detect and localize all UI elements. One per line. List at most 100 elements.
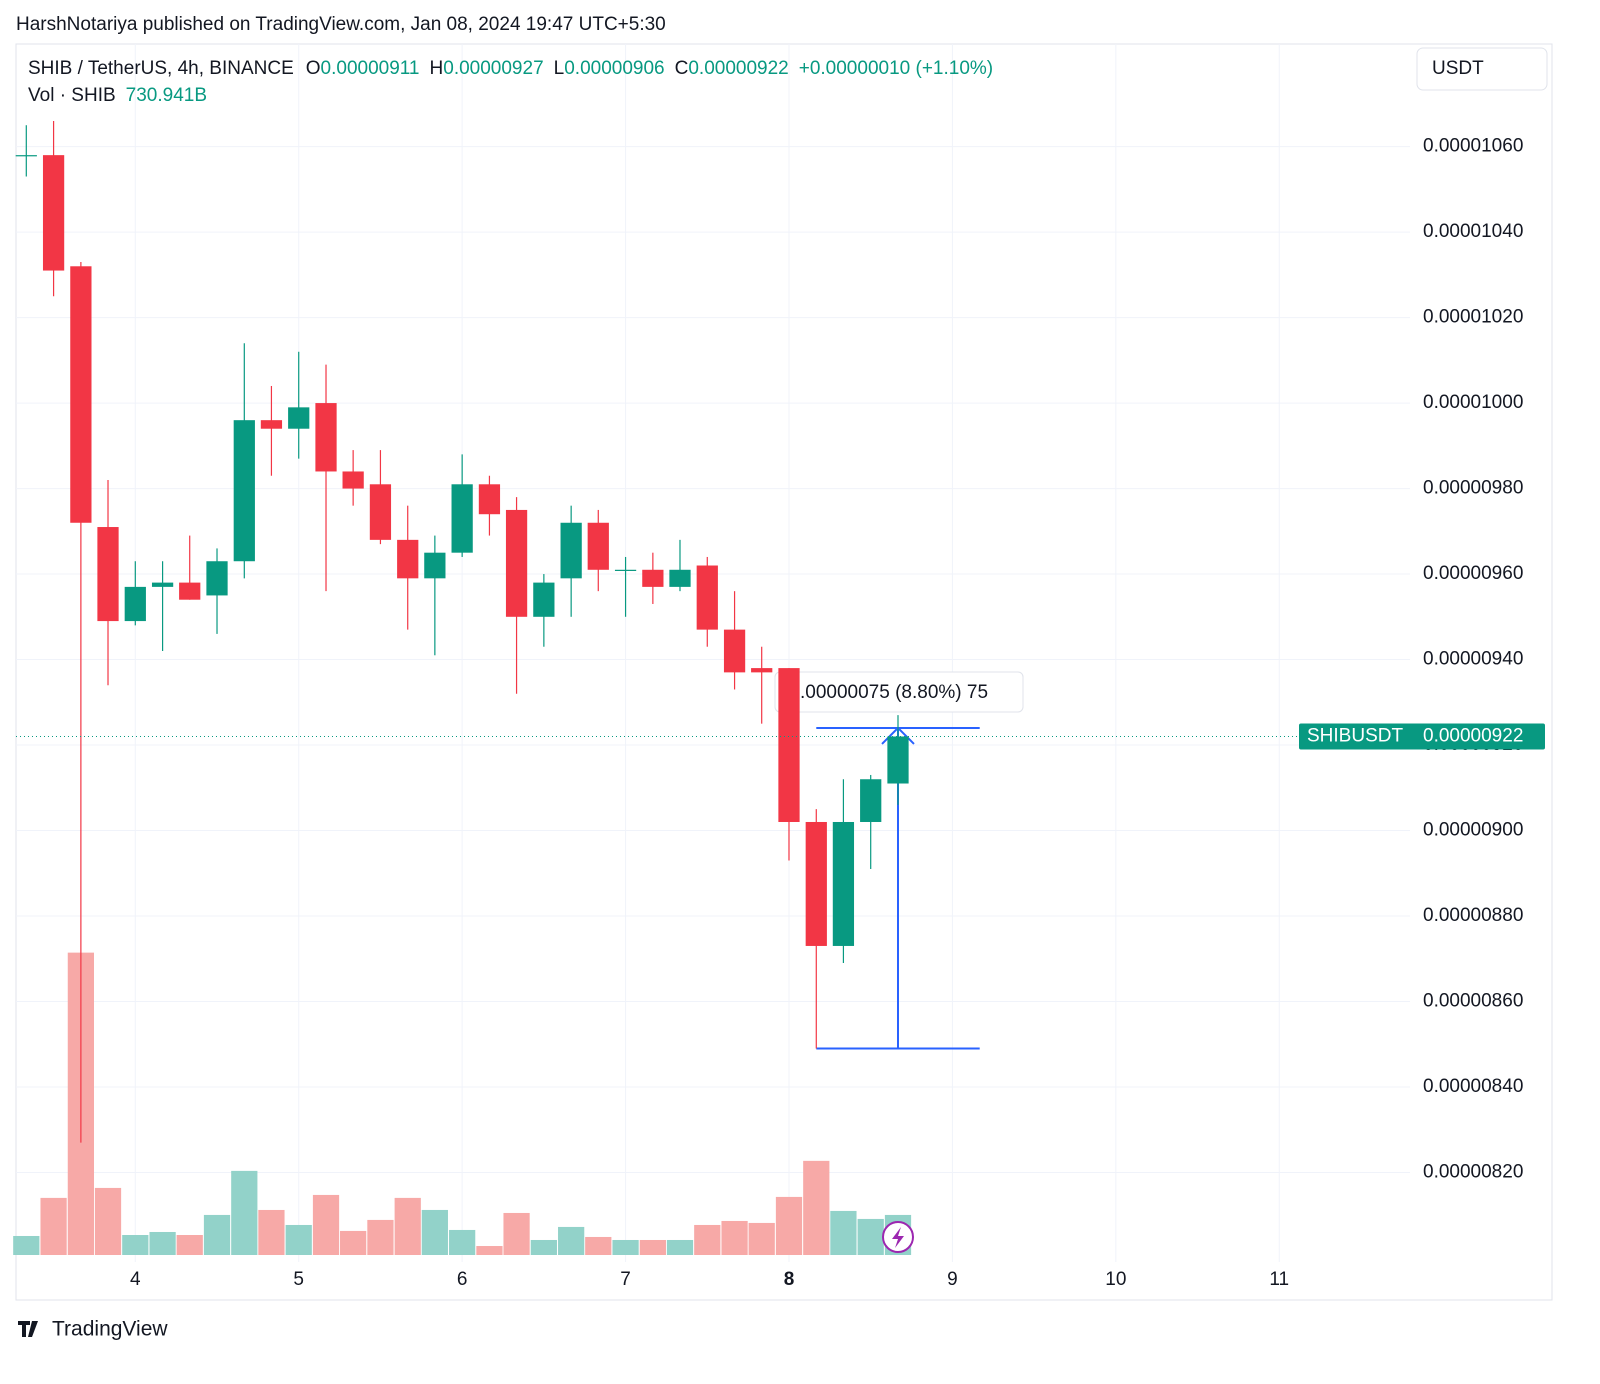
y-tick-label: 0.00000820	[1423, 1162, 1523, 1183]
volume-bar	[285, 1224, 312, 1255]
ohlc-letter: H	[430, 58, 444, 79]
candle-body	[560, 522, 582, 579]
candle-body	[533, 582, 555, 617]
candle-body	[478, 484, 501, 515]
replay-bolt	[892, 1227, 904, 1248]
x-tick-label: 11	[1269, 1269, 1289, 1290]
candle-body	[614, 569, 637, 571]
volume-bar	[421, 1209, 448, 1255]
volume-bar	[748, 1222, 775, 1255]
last-price-tag	[1299, 723, 1545, 750]
ohlc-value: 0.00000906	[564, 58, 664, 79]
candle-body	[860, 779, 882, 822]
ohlc-letter: O	[306, 58, 321, 79]
y-tick-label: 0.00000960	[1423, 563, 1523, 584]
y-tick-label: 0.00000900	[1423, 820, 1523, 841]
candle-body	[124, 586, 146, 622]
measure-label-box	[774, 671, 1024, 713]
candle-body	[587, 522, 609, 570]
candle-body	[179, 582, 201, 600]
volume-bar	[585, 1236, 612, 1255]
y-tick-label: 0.00001020	[1423, 307, 1523, 328]
volume-bar	[803, 1160, 830, 1255]
candle-body	[832, 821, 855, 946]
candle-body	[805, 821, 827, 946]
volume-bar	[340, 1230, 367, 1255]
volume-bar	[830, 1210, 857, 1255]
x-tick-label: 8	[784, 1269, 795, 1290]
ohlc-value: 0.00000922	[688, 58, 788, 79]
volume-bar	[639, 1239, 666, 1255]
volume-bar	[176, 1234, 203, 1255]
last-price-label: 0.00000922	[1423, 726, 1523, 747]
candle-body	[505, 509, 528, 617]
candle-body	[233, 420, 255, 562]
candle-body	[342, 471, 364, 489]
volume-bar	[666, 1239, 694, 1255]
candle-body	[369, 484, 392, 540]
y-tick-label: 0.00001040	[1423, 221, 1523, 242]
volume-bar	[503, 1212, 530, 1255]
volume-bar	[312, 1194, 340, 1255]
y-tick-label: 0.00000840	[1423, 1076, 1523, 1097]
volume-name: Vol · SHIB	[28, 85, 116, 106]
volume-bar	[530, 1239, 557, 1255]
volume-bar	[558, 1226, 585, 1255]
volume-bar	[258, 1209, 285, 1255]
candle-body	[260, 420, 283, 429]
candle-body	[151, 582, 174, 587]
candle-body	[669, 569, 691, 587]
x-tick-label: 7	[620, 1269, 631, 1290]
measure-label: .00000075 (8.80%) 75	[800, 682, 988, 703]
candle-body	[70, 266, 92, 523]
volume-value: 730.941B	[126, 85, 207, 106]
candle-body	[887, 736, 909, 784]
candle-body	[642, 569, 664, 587]
candle-body	[288, 407, 310, 429]
volume-bar	[203, 1214, 231, 1255]
candle-body	[723, 629, 746, 673]
volume-bar	[775, 1196, 803, 1255]
volume-legend: Vol · SHIB 730.941B	[28, 85, 207, 106]
candle-body	[451, 484, 473, 553]
y-tick-label: 0.00000860	[1423, 991, 1523, 1012]
volume-bar	[40, 1197, 67, 1255]
y-tick-label: 0.00000980	[1423, 478, 1523, 499]
x-tick-label: 6	[457, 1269, 468, 1290]
currency[interactable]: USDT	[1432, 58, 1484, 79]
volume-bar	[149, 1231, 176, 1255]
volume-bar	[476, 1246, 503, 1255]
volume-bar	[122, 1234, 149, 1255]
ohlc-value: 0.00000927	[443, 58, 543, 79]
ohlc-value: 0.00000911	[321, 58, 420, 79]
candle-body	[315, 403, 337, 472]
x-tick-label: 4	[130, 1269, 141, 1290]
y-tick-label: 0.00000880	[1423, 905, 1523, 926]
candle-body	[42, 155, 65, 271]
x-tick-label: 5	[293, 1269, 304, 1290]
brand: TradingView	[52, 1318, 168, 1341]
symbol-tag: SHIBUSDT	[1307, 726, 1403, 747]
candle-body	[15, 155, 37, 157]
candle-body	[206, 561, 228, 596]
volume-bar	[231, 1170, 258, 1255]
y-tick-label: 0.00000940	[1423, 649, 1523, 670]
legend-change: +0.00000010 (+1.10%)	[799, 58, 993, 79]
legend: SHIB / TetherUS, 4h, BINANCE O0.00000911 H…	[28, 58, 993, 79]
volume-bar	[857, 1218, 884, 1255]
volume-bar	[13, 1235, 40, 1255]
currency-box[interactable]	[1416, 47, 1548, 91]
logo	[18, 1321, 38, 1337]
ohlc-letter: C	[675, 58, 689, 79]
candle-body	[97, 527, 119, 622]
volume-bar	[612, 1239, 639, 1255]
y-tick-label: 0.00001000	[1423, 392, 1523, 413]
x-tick-label: 9	[947, 1269, 958, 1290]
publisher: HarshNotariya published on TradingView.c…	[16, 14, 666, 35]
volume-bar	[449, 1229, 476, 1255]
candle-body	[397, 539, 419, 579]
volume-bar	[694, 1224, 721, 1255]
ohlc-letter: L	[554, 58, 565, 79]
